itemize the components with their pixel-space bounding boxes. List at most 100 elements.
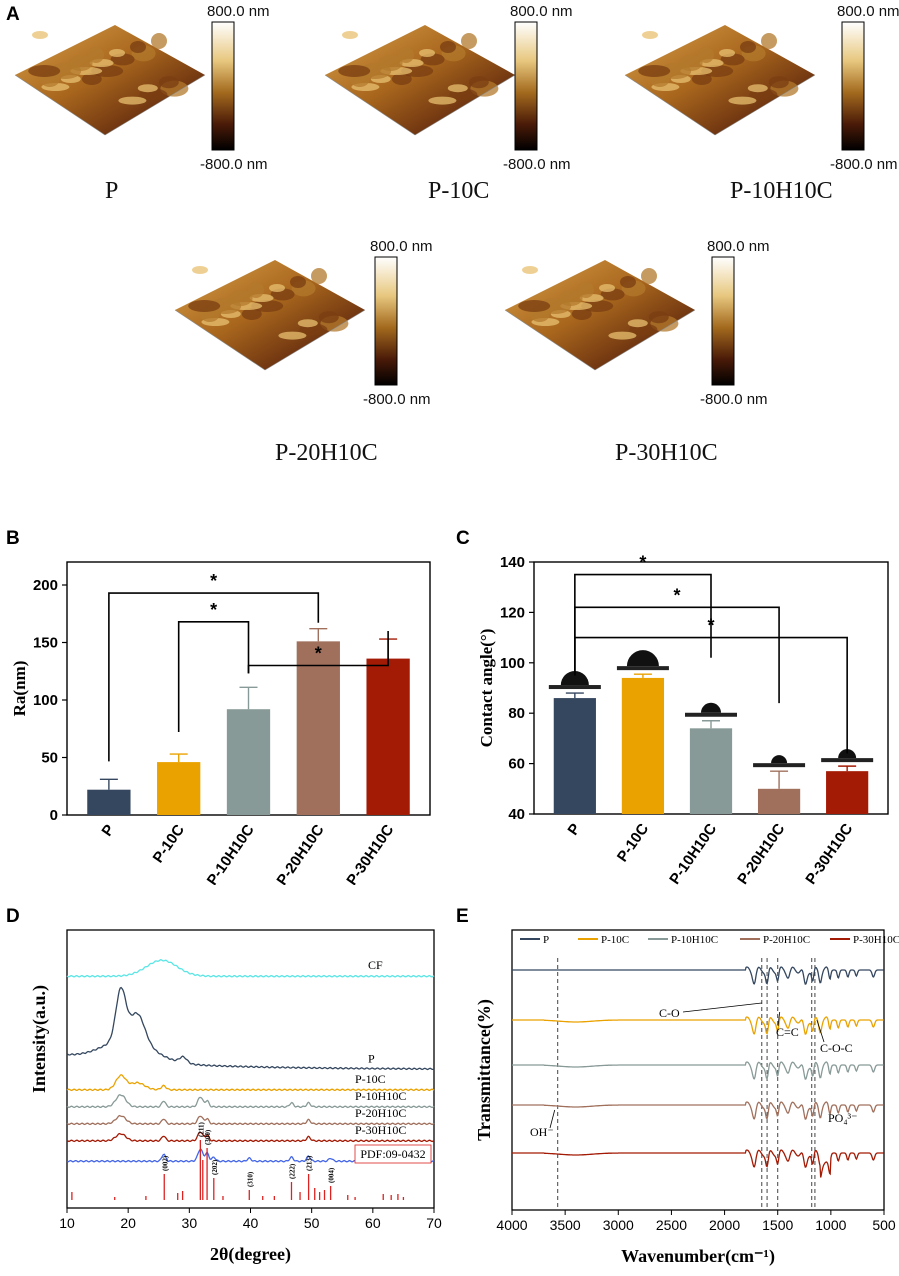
colorbar-min-label: -800.0 nm bbox=[830, 156, 898, 173]
afm-bump bbox=[638, 65, 671, 77]
panel-d: D 10 20 30 40 50 60 70 2θ(degree) Intensity(a.u.… bbox=[0, 900, 450, 1271]
afm-bump bbox=[398, 47, 414, 63]
bar-p-10c bbox=[621, 677, 665, 814]
afm-bump bbox=[118, 96, 147, 105]
afm-image-p-10c: 800.0 nm -800.0 nm P-10C bbox=[324, 3, 573, 204]
pdf-peak-label: (213) bbox=[306, 1155, 314, 1171]
ftir-line-p bbox=[512, 966, 884, 985]
bar-p-10h10c bbox=[689, 728, 733, 814]
x-tick-label: 10 bbox=[59, 1215, 75, 1231]
pdf-peak-label: (002) bbox=[161, 1155, 169, 1171]
x-category-label: P-30H10C bbox=[343, 821, 397, 885]
afm-bump bbox=[728, 96, 757, 105]
droplet-icon bbox=[560, 671, 589, 686]
afm-bump bbox=[698, 47, 714, 63]
x-category-label: P-20H10C bbox=[734, 820, 788, 885]
afm-axis bbox=[594, 309, 696, 371]
droplet-icon bbox=[838, 749, 857, 759]
afm-image-p: 800.0 nm -800.0 nm P bbox=[14, 3, 270, 204]
colorbar-max-label: 800.0 nm bbox=[370, 238, 433, 255]
afm-bump bbox=[290, 276, 306, 288]
colorbar-min-label: -800.0 nm bbox=[363, 391, 431, 408]
colorbar-min-label: -800.0 nm bbox=[200, 156, 268, 173]
legend-label: P-10C bbox=[601, 934, 629, 946]
pdf-peak-label: (310) bbox=[246, 1171, 254, 1187]
bar-p bbox=[87, 789, 131, 815]
panel-b: B 0 50 100 150 200 P P-10C P-10H10C P-20H10C P-30… bbox=[0, 520, 440, 889]
afm-images: 800.0 nm -800.0 nm P 800.0 nm -800.0 nm P-10C… bbox=[14, 3, 899, 466]
x-category-label: P bbox=[564, 821, 584, 839]
pdf-peak-label: (211) bbox=[197, 1122, 205, 1137]
colorbar-max-label: 800.0 nm bbox=[207, 3, 270, 20]
y-tick-label: 200 bbox=[33, 577, 58, 594]
series-label: P-30H10C bbox=[355, 1123, 406, 1137]
afm-bump bbox=[440, 41, 456, 53]
afm-bump bbox=[627, 319, 648, 328]
y-axis-label: Ra(nm) bbox=[10, 661, 29, 717]
afm-bump bbox=[278, 331, 307, 340]
y-tick-label: 40 bbox=[508, 806, 525, 823]
afm-sample-label: P-30H10C bbox=[615, 440, 718, 466]
afm-bump bbox=[28, 65, 61, 77]
x-tick-label: 60 bbox=[365, 1215, 381, 1231]
droplet-substrate bbox=[753, 763, 806, 768]
xrd-line-p bbox=[66, 986, 435, 1071]
droplet-icon bbox=[626, 650, 659, 667]
xrd-line-p-30h10c bbox=[66, 1131, 435, 1143]
pdf-peak-label: (202) bbox=[211, 1159, 219, 1175]
afm-axis bbox=[324, 74, 416, 136]
afm-bump bbox=[581, 300, 614, 312]
x-category-label: P-20H10C bbox=[273, 821, 327, 885]
afm-axis bbox=[714, 74, 816, 136]
afm-bump bbox=[248, 282, 264, 298]
afm-bump bbox=[109, 49, 125, 57]
afm-bump bbox=[571, 308, 592, 320]
afm-colorbar bbox=[711, 256, 735, 386]
series-label: P bbox=[368, 1051, 375, 1065]
afm-bump bbox=[188, 300, 221, 312]
afm-bump bbox=[228, 290, 253, 306]
afm-colorbar bbox=[841, 21, 865, 151]
afm-bump bbox=[428, 96, 457, 105]
panel-a-label: A bbox=[6, 4, 20, 25]
significance-star: * bbox=[639, 553, 646, 573]
x-tick-label: 2500 bbox=[656, 1217, 687, 1233]
panel-c: C 40 60 80 100 120 140 P P-10C P-10H10C P-20H10C P… bbox=[450, 520, 899, 888]
ftir-line-p-10c bbox=[512, 1016, 884, 1035]
series-label: P-10C bbox=[355, 1072, 386, 1086]
legend-label: P-30H10C bbox=[853, 934, 899, 946]
x-tick-label: 30 bbox=[182, 1215, 198, 1231]
annotation-po4: PO₄³⁻ bbox=[828, 1111, 857, 1125]
legend-label: P-20H10C bbox=[763, 934, 810, 946]
y-tick-label: 0 bbox=[50, 807, 58, 824]
x-tick-label: 4000 bbox=[496, 1217, 527, 1233]
afm-bump bbox=[269, 284, 285, 292]
y-axis-label: Contact angle(°) bbox=[477, 629, 496, 748]
colorbar-max-label: 800.0 nm bbox=[707, 238, 770, 255]
x-tick-label: 1500 bbox=[762, 1217, 793, 1233]
annotation-c-o-c: C-O-C bbox=[820, 1041, 853, 1055]
x-tick-label: 40 bbox=[243, 1215, 259, 1231]
afm-bump bbox=[401, 65, 434, 77]
x-category-label: P-10H10C bbox=[204, 821, 258, 885]
y-axis-label: Transmittance(%) bbox=[474, 999, 495, 1141]
x-tick-label: 500 bbox=[872, 1217, 896, 1233]
x-tick-label: 70 bbox=[426, 1215, 442, 1231]
afm-bump bbox=[641, 268, 657, 284]
afm-bump bbox=[241, 308, 262, 320]
series-label: P-20H10C bbox=[355, 1106, 406, 1120]
droplet-icon bbox=[701, 702, 721, 713]
ftir-line-p-10h10c bbox=[512, 1061, 884, 1080]
afm-bump bbox=[88, 47, 104, 63]
afm-surface bbox=[15, 25, 205, 135]
panel-e-label: E bbox=[456, 906, 469, 927]
afm-bump bbox=[599, 284, 615, 292]
pdf-peak-label: (004) bbox=[328, 1167, 336, 1183]
afm-colorbar bbox=[211, 21, 235, 151]
significance-bracket bbox=[108, 592, 320, 762]
y-tick-label: 120 bbox=[500, 604, 525, 621]
x-category-label: P-30H10C bbox=[802, 820, 856, 885]
annotation-oh: OH⁻ bbox=[530, 1125, 554, 1139]
colorbar-max-label: 800.0 nm bbox=[510, 3, 573, 20]
pdf-label: PDF:09-0432 bbox=[360, 1147, 425, 1161]
